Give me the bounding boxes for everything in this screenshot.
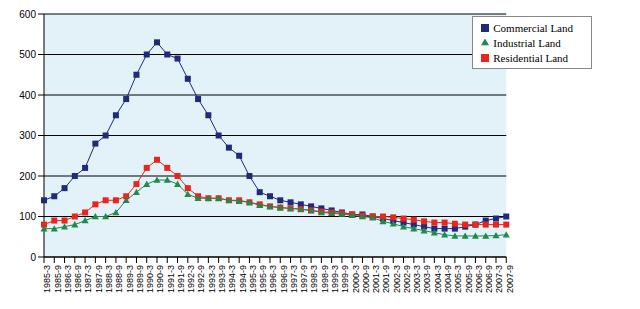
- svg-text:2002-3: 2002-3: [392, 265, 402, 293]
- svg-text:1989-3: 1989-3: [125, 265, 135, 293]
- svg-text:1997-3: 1997-3: [289, 265, 299, 293]
- svg-text:1995-9: 1995-9: [258, 265, 268, 293]
- svg-text:1987-3: 1987-3: [83, 265, 93, 293]
- svg-text:2000-9: 2000-9: [361, 265, 371, 293]
- svg-text:2004-9: 2004-9: [443, 265, 453, 293]
- svg-text:1988-9: 1988-9: [114, 265, 124, 293]
- svg-text:100: 100: [19, 211, 36, 222]
- svg-text:1986-9: 1986-9: [73, 265, 83, 293]
- svg-text:600: 600: [19, 9, 36, 20]
- svg-text:1992-9: 1992-9: [196, 265, 206, 293]
- svg-text:1993-9: 1993-9: [217, 265, 227, 293]
- svg-text:1994-3: 1994-3: [227, 265, 237, 293]
- svg-text:1999-9: 1999-9: [340, 265, 350, 293]
- svg-text:2002-9: 2002-9: [402, 265, 412, 293]
- svg-text:1991-9: 1991-9: [176, 265, 186, 293]
- svg-text:1985-3: 1985-3: [42, 265, 52, 293]
- svg-text:300: 300: [19, 130, 36, 141]
- svg-text:1996-9: 1996-9: [279, 265, 289, 293]
- html-text:Industrial Land: Industrial Land: [493, 37, 561, 49]
- svg-text:1990-3: 1990-3: [145, 265, 155, 293]
- svg-text:1996-3: 1996-3: [268, 265, 278, 293]
- svg-text:1991-3: 1991-3: [166, 265, 176, 293]
- svg-text:1994-9: 1994-9: [238, 265, 248, 293]
- svg-text:1990-9: 1990-9: [155, 265, 165, 293]
- svg-text:1998-9: 1998-9: [320, 265, 330, 293]
- html-text:Residential Land: Residential Land: [493, 52, 569, 64]
- svg-text:2007-3: 2007-3: [494, 265, 504, 293]
- svg-text:2001-3: 2001-3: [371, 265, 381, 293]
- svg-text:1985-9: 1985-9: [53, 265, 63, 293]
- svg-text:2006-3: 2006-3: [474, 265, 484, 293]
- svg-text:1989-9: 1989-9: [135, 265, 145, 293]
- svg-text:2001-9: 2001-9: [381, 265, 391, 293]
- svg-text:1992-3: 1992-3: [186, 265, 196, 293]
- svg-text:1998-3: 1998-3: [309, 265, 319, 293]
- svg-text:1987-9: 1987-9: [94, 265, 104, 293]
- svg-text:1993-3: 1993-3: [207, 265, 217, 293]
- svg-text:2006-9: 2006-9: [484, 265, 494, 293]
- svg-text:1986-3: 1986-3: [63, 265, 73, 293]
- svg-text:1988-3: 1988-3: [104, 265, 114, 293]
- svg-text:2003-9: 2003-9: [422, 265, 432, 293]
- svg-text:1995-3: 1995-3: [248, 265, 258, 293]
- svg-text:400: 400: [19, 90, 36, 101]
- html-text:Commercial Land: Commercial Land: [493, 22, 573, 34]
- svg-text:200: 200: [19, 171, 36, 182]
- svg-text:1999-3: 1999-3: [330, 265, 340, 293]
- svg-text:1997-9: 1997-9: [299, 265, 309, 293]
- svg-text:2004-3: 2004-3: [433, 265, 443, 293]
- svg-text:2007-9: 2007-9: [505, 265, 515, 293]
- svg-text:2005-9: 2005-9: [464, 265, 474, 293]
- svg-text:2003-3: 2003-3: [412, 265, 422, 293]
- svg-text:0: 0: [30, 252, 36, 263]
- svg-text:500: 500: [19, 49, 36, 60]
- svg-text:2000-3: 2000-3: [351, 265, 361, 293]
- svg-text:2005-3: 2005-3: [453, 265, 463, 293]
